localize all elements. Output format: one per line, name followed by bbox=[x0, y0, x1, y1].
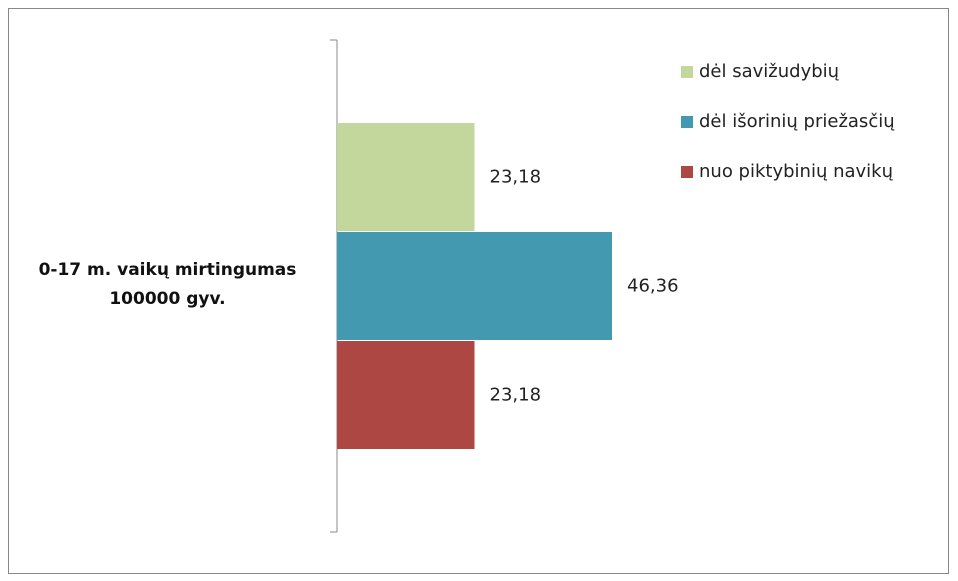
legend-label: dėl savižudybių bbox=[699, 61, 840, 82]
legend-swatch bbox=[681, 116, 693, 128]
legend-label: dėl išorinių priežasčių bbox=[699, 111, 895, 132]
legend-swatch bbox=[681, 166, 693, 178]
bar bbox=[337, 123, 475, 231]
bar bbox=[337, 232, 612, 340]
legend-swatch bbox=[681, 66, 693, 78]
data-label: 23,18 bbox=[490, 167, 542, 188]
data-label: 23,18 bbox=[490, 385, 542, 406]
bar bbox=[337, 341, 475, 449]
data-label: 46,36 bbox=[627, 276, 679, 297]
category-label: 0-17 m. vaikų mirtingumas 100000 gyv. bbox=[38, 260, 297, 309]
legend-label: nuo piktybinių navikų bbox=[699, 161, 894, 182]
